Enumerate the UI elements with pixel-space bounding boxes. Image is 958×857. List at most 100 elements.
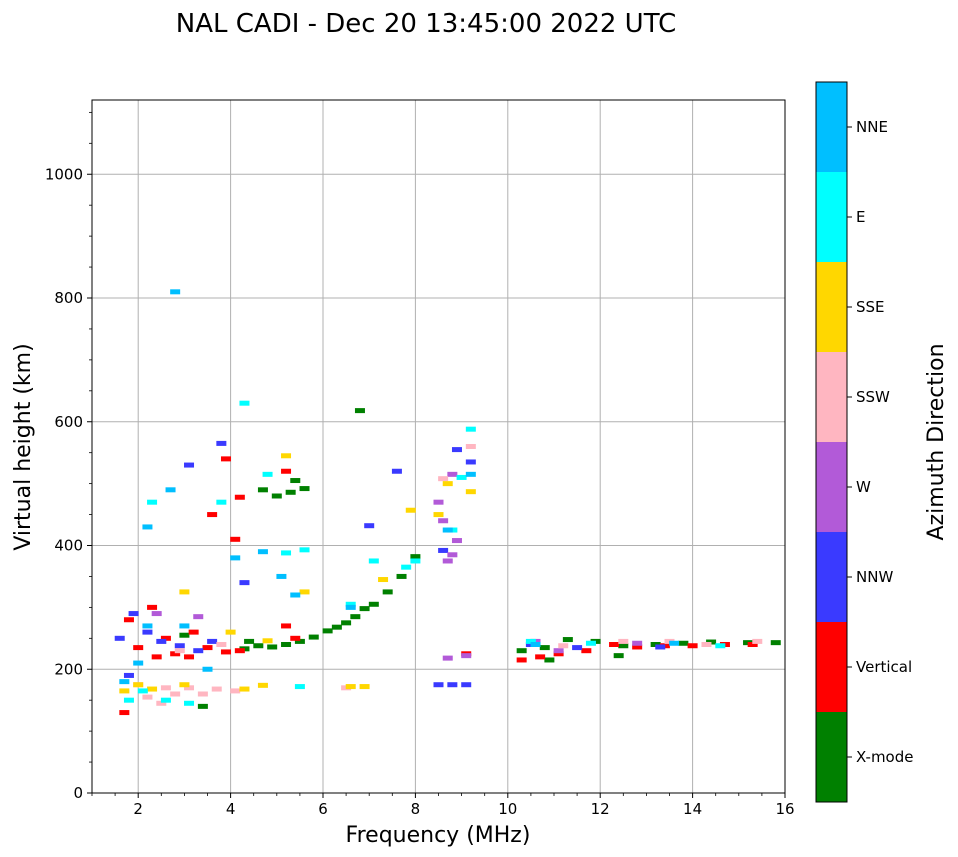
colorbar-tick-label: X-mode bbox=[856, 748, 913, 766]
echo-point-ssw bbox=[438, 476, 449, 482]
y-tick-label: 400 bbox=[54, 537, 83, 555]
echo-point-nne bbox=[202, 666, 213, 672]
echo-point-vertical bbox=[632, 644, 643, 650]
x-tick-label: 16 bbox=[775, 800, 794, 818]
colorbar-segment bbox=[816, 712, 847, 802]
colorbar-segment bbox=[816, 262, 847, 352]
echo-point-vertical bbox=[234, 648, 245, 654]
echo-point-e bbox=[345, 601, 356, 607]
echo-point-nnw bbox=[114, 635, 125, 641]
echo-point-nnw bbox=[174, 643, 185, 649]
echo-point-sse bbox=[281, 453, 292, 459]
echo-point-ssw bbox=[216, 642, 227, 647]
echo-point-w bbox=[461, 653, 472, 659]
echo-point-nnw bbox=[193, 648, 204, 654]
echo-point-e bbox=[368, 558, 379, 564]
echo-point-e bbox=[123, 697, 134, 703]
echo-point-vertical bbox=[230, 536, 241, 542]
echo-point-nne bbox=[170, 289, 181, 295]
echo-point-nne bbox=[142, 623, 153, 629]
echo-point-w bbox=[193, 614, 204, 620]
echo-point-nnw bbox=[461, 682, 472, 688]
echo-point-sse bbox=[299, 589, 310, 595]
echo-point-vertical bbox=[747, 642, 758, 647]
echo-point-nnw bbox=[184, 462, 195, 468]
echo-point-vertical bbox=[188, 629, 199, 635]
chart-title: NAL CADI - Dec 20 13:45:00 2022 UTC bbox=[176, 9, 676, 39]
echo-point-sse bbox=[405, 507, 416, 513]
echo-point-nne bbox=[669, 640, 680, 646]
echo-point-w bbox=[447, 552, 458, 558]
echo-point-vertical bbox=[202, 645, 213, 651]
echo-point-vertical bbox=[535, 654, 546, 660]
echo-point-x-mode bbox=[179, 632, 190, 638]
colorbar-segments: X-mode Vertical NNW W SSW SSE E NNE bbox=[816, 82, 913, 802]
echo-point-sse bbox=[119, 688, 130, 694]
echo-point-e bbox=[525, 638, 536, 644]
echo-point-x-mode bbox=[197, 703, 208, 709]
echo-point-nnw bbox=[433, 682, 444, 688]
echo-point-x-mode bbox=[244, 638, 255, 644]
echo-point-e bbox=[410, 558, 421, 564]
echo-point-sse bbox=[239, 686, 250, 692]
x-tick-label: 6 bbox=[318, 800, 328, 818]
echo-point-nnw bbox=[572, 645, 583, 651]
echo-point-e bbox=[160, 697, 171, 703]
echo-point-nnw bbox=[207, 638, 218, 644]
echo-point-x-mode bbox=[299, 486, 310, 492]
echo-point-nne bbox=[142, 524, 153, 530]
echo-point-e bbox=[184, 700, 195, 706]
y-tick-label: 200 bbox=[54, 660, 83, 678]
echo-point-ssw bbox=[618, 638, 629, 644]
echo-point-ssw bbox=[174, 648, 185, 654]
echo-point-nne bbox=[276, 573, 287, 579]
echo-point-sse bbox=[433, 512, 444, 518]
echo-point-ssw bbox=[701, 642, 712, 647]
echo-point-e bbox=[137, 688, 148, 694]
colorbar-segment bbox=[816, 532, 847, 622]
echo-point-x-mode bbox=[678, 640, 689, 646]
echo-point-x-mode bbox=[281, 642, 292, 647]
echo-point-w bbox=[433, 499, 444, 505]
echo-point-ssw bbox=[211, 686, 222, 692]
echo-point-vertical bbox=[119, 710, 130, 716]
echo-point-sse bbox=[147, 686, 158, 692]
echo-point-nne bbox=[257, 549, 268, 555]
echo-point-vertical bbox=[184, 654, 195, 660]
echo-point-vertical bbox=[151, 654, 162, 660]
echo-point-x-mode bbox=[396, 573, 407, 579]
echo-point-vertical bbox=[516, 657, 527, 663]
echo-point-x-mode bbox=[341, 620, 352, 626]
x-tick-label: 10 bbox=[498, 800, 517, 818]
echo-point-w bbox=[447, 471, 458, 477]
echo-point-vertical bbox=[133, 645, 144, 651]
echo-point-nnw bbox=[216, 440, 227, 446]
echo-point-nnw bbox=[364, 523, 375, 529]
echo-point-vertical bbox=[207, 512, 218, 518]
echo-point-vertical bbox=[234, 494, 245, 500]
x-tick-label: 2 bbox=[133, 800, 143, 818]
colorbar-segment bbox=[816, 82, 847, 172]
echo-point-w bbox=[442, 655, 453, 661]
echo-point-vertical bbox=[687, 643, 698, 649]
echo-point-nne bbox=[442, 527, 453, 533]
echo-point-nne bbox=[165, 487, 176, 493]
echo-point-ssw bbox=[170, 691, 181, 697]
colorbar-tick-label: NNW bbox=[856, 568, 893, 586]
colorbar: X-mode Vertical NNW W SSW SSE E NNE Azimuth Dir… bbox=[815, 81, 949, 803]
echo-point-vertical bbox=[170, 651, 181, 657]
echo-point-e bbox=[239, 400, 250, 406]
echo-point-e bbox=[715, 643, 726, 649]
y-tick-label: 1000 bbox=[45, 165, 83, 183]
y-tick-label: 800 bbox=[54, 289, 83, 307]
echo-point-vertical bbox=[147, 604, 158, 610]
echo-point-x-mode bbox=[539, 645, 550, 651]
echo-point-ssw bbox=[465, 444, 476, 449]
echo-point-x-mode bbox=[562, 637, 573, 643]
echo-point-x-mode bbox=[368, 601, 379, 607]
echo-point-x-mode bbox=[331, 624, 342, 630]
echo-point-sse bbox=[257, 682, 268, 688]
echo-point-x-mode bbox=[257, 487, 268, 493]
echo-point-sse bbox=[345, 684, 356, 690]
echo-point-e bbox=[216, 499, 227, 505]
